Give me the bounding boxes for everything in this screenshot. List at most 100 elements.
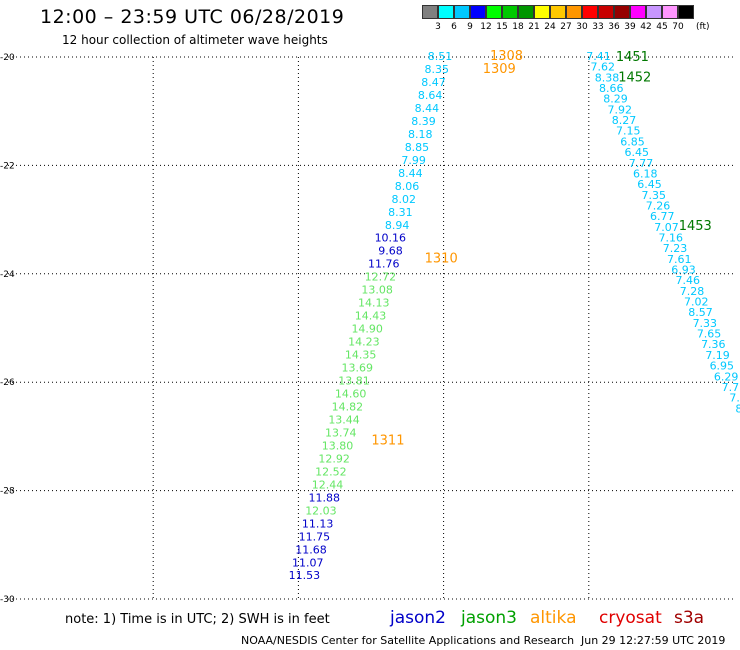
- swh-value: 8.29: [603, 93, 628, 106]
- pass-time-label: 1308: [490, 49, 523, 64]
- legend-label: 18: [512, 22, 524, 32]
- legend-swatch: [470, 5, 486, 19]
- swh-value: 12.72: [365, 271, 397, 284]
- swh-value: 7.77: [629, 157, 654, 170]
- legend-label: 70: [672, 22, 684, 32]
- swh-value: 11.07: [292, 556, 324, 569]
- swh-value: 14.23: [348, 336, 380, 349]
- swh-value: 13.74: [325, 426, 357, 439]
- satellite-label-jason3: jason3: [461, 608, 517, 628]
- legend-swatch: [582, 5, 598, 19]
- legend-label: 45: [656, 22, 668, 32]
- swh-value: 8.02: [391, 193, 416, 206]
- legend-label: 12: [480, 22, 492, 32]
- swh-value: 8.44: [398, 167, 423, 180]
- swh-value: 7.23: [663, 242, 688, 255]
- swh-value: 7.65: [697, 328, 722, 341]
- swh-value: 7.62: [590, 61, 615, 74]
- generation-timestamp: Jun 29 12:27:59 UTC 2019: [581, 634, 726, 647]
- y-tick-label: -28: [0, 487, 15, 497]
- swh-value: 12.52: [315, 465, 347, 478]
- swh-value: 6.45: [637, 178, 662, 191]
- swh-value: 13.69: [342, 362, 374, 375]
- swh-value: 13.80: [322, 439, 354, 452]
- swh-value: 11.68: [295, 543, 327, 556]
- legend-label: 30: [576, 22, 588, 32]
- swh-value: 8.64: [418, 89, 443, 102]
- legend-label: 36: [608, 22, 620, 32]
- swh-value: 8.31: [388, 206, 413, 219]
- y-tick-label: -26: [0, 378, 15, 388]
- swh-value: 14.82: [332, 400, 364, 413]
- swh-value: 8.44: [415, 102, 440, 115]
- swh-value: 14.43: [355, 310, 387, 323]
- credit-line: NOAA/NESDIS Center for Satellite Applica…: [241, 634, 575, 647]
- pass-time-label: 1451: [616, 50, 649, 65]
- swh-value: 9.68: [378, 245, 403, 258]
- swh-value: 8: [735, 402, 740, 415]
- swh-value: 7.92: [607, 103, 632, 116]
- legend-swatch: [566, 5, 582, 19]
- swh-value: 13.81: [338, 375, 370, 388]
- swh-value: 7.28: [680, 285, 705, 298]
- swh-value: 6.18: [633, 167, 658, 180]
- swh-value: 12.03: [305, 504, 337, 517]
- legend-label: 15: [496, 22, 508, 32]
- swh-value: 11.13: [302, 517, 334, 530]
- page-title: 12:00 – 23:59 UTC 06/28/2019: [40, 6, 345, 28]
- swh-value: 6.85: [620, 135, 645, 148]
- swh-value: 6.93: [671, 264, 696, 277]
- swh-value: 8.27: [612, 114, 637, 127]
- swh-value: 7.41: [586, 50, 611, 63]
- legend-swatch: [486, 5, 502, 19]
- swh-value: 8.85: [405, 141, 430, 154]
- swh-value: 8.38: [595, 71, 620, 84]
- swh-value: 12.92: [318, 452, 350, 465]
- swh-value: 12.44: [312, 478, 344, 491]
- legend-swatch: [646, 5, 662, 19]
- swh-value: 14.35: [345, 349, 377, 362]
- legend-label: 42: [640, 22, 652, 32]
- wave-height-map: 606366697275-20-22-24-26-28-308.518.358.…: [0, 49, 740, 605]
- swh-value: 10.16: [375, 232, 407, 245]
- y-tick-label: -20: [0, 53, 15, 63]
- satellite-label-s3a: s3a: [674, 608, 705, 628]
- swh-value: 8.51: [428, 50, 453, 63]
- swh-value: 8.66: [599, 82, 624, 95]
- swh-value: 11.75: [299, 530, 331, 543]
- legend-swatch: [518, 5, 534, 19]
- swh-value: 6.95: [710, 360, 735, 373]
- swh-value: 7.61: [667, 253, 692, 266]
- y-tick-label: -24: [0, 270, 15, 280]
- swh-value: 8.06: [395, 180, 420, 193]
- swh-value: 7.19: [705, 349, 730, 362]
- swh-value: 14.13: [358, 297, 390, 310]
- satellite-label-altika: altika: [530, 608, 577, 628]
- swh-value: 7.26: [646, 199, 671, 212]
- swh-value: 7.16: [659, 231, 684, 244]
- legend-label: 21: [528, 22, 540, 32]
- pass-time-label: 1310: [425, 252, 458, 267]
- swh-value: 6.45: [625, 146, 650, 159]
- swh-value: 7.35: [642, 189, 667, 202]
- legend-swatch: [614, 5, 630, 19]
- swh-value: 11.76: [368, 258, 400, 271]
- swh-value: 8.47: [421, 76, 446, 89]
- satellite-label-jason2: jason2: [390, 608, 446, 628]
- legend-swatch: [550, 5, 566, 19]
- legend-label: 27: [560, 22, 572, 32]
- swh-value: 11.88: [308, 491, 340, 504]
- pass-time-label: 1453: [679, 219, 712, 234]
- legend-swatch: [630, 5, 646, 19]
- swh-value: 7.: [729, 392, 740, 405]
- swh-value: 7.46: [676, 274, 701, 287]
- swh-value: 8.94: [385, 219, 410, 232]
- swh-value: 8.35: [425, 63, 450, 76]
- swh-value: 14.90: [351, 323, 383, 336]
- y-tick-label: -22: [0, 161, 15, 171]
- swh-value: 8.57: [688, 306, 713, 319]
- swh-value: 7.15: [616, 125, 641, 138]
- pass-time-label: 1452: [618, 71, 651, 86]
- legend-swatch: [438, 5, 454, 19]
- swh-value: 6.29: [714, 370, 739, 383]
